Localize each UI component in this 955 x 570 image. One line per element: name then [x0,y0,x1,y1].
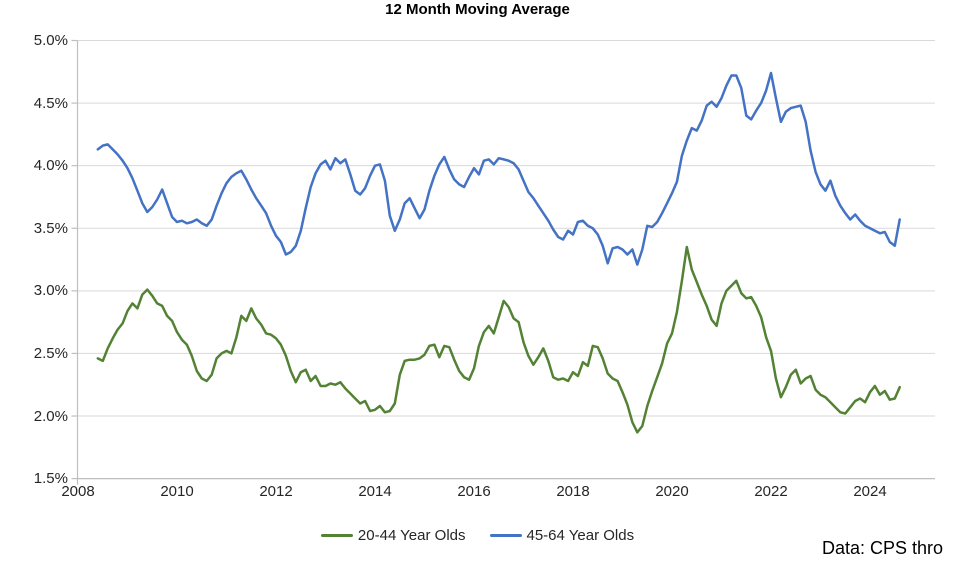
legend: 20-44 Year Olds 45-64 Year Olds [0,527,955,544]
y-axis-tick-label: 2.5% [33,344,68,362]
y-axis-tick-label: 4.5% [33,94,68,112]
source-note: Data: CPS thro [822,538,944,558]
legend-label-20-44: 20-44 Year Olds [357,527,466,544]
y-axis-tick-label: 4.0% [33,157,68,175]
x-axis-tick-label: 2010 [160,483,194,500]
y-axis-tick-label: 3.0% [33,282,68,300]
x-axis-tick-label: 2024 [853,483,887,500]
legend-line-swatch-green [320,534,353,537]
x-axis-tick-label: 2022 [754,483,788,500]
x-axis-tick-label: 2018 [556,483,590,500]
chart-title: 12 Month Moving Average [385,1,570,18]
series-line-20-44-year-olds [96,245,901,434]
y-axis-tick-label: 1.5% [33,470,68,488]
x-axis-tick-label: 2014 [358,483,392,500]
legend-line-swatch-blue [489,534,522,537]
x-axis-tick-label: 2008 [61,483,95,500]
legend-item-20-44: 20-44 Year Olds [320,527,466,544]
y-axis-tick-label: 2.0% [33,407,68,425]
y-axis-tick-label: 5.0% [33,32,68,49]
x-axis-tick-label: 2012 [259,483,293,500]
legend-label-45-64: 45-64 Year Olds [526,527,635,544]
x-axis-tick-label: 2016 [457,483,491,500]
y-axis-tick-label: 3.5% [33,219,68,237]
legend-item-45-64: 45-64 Year Olds [489,527,635,544]
x-axis-tick-label: 2020 [655,483,689,500]
series-line-45-64-year-olds [96,71,901,266]
